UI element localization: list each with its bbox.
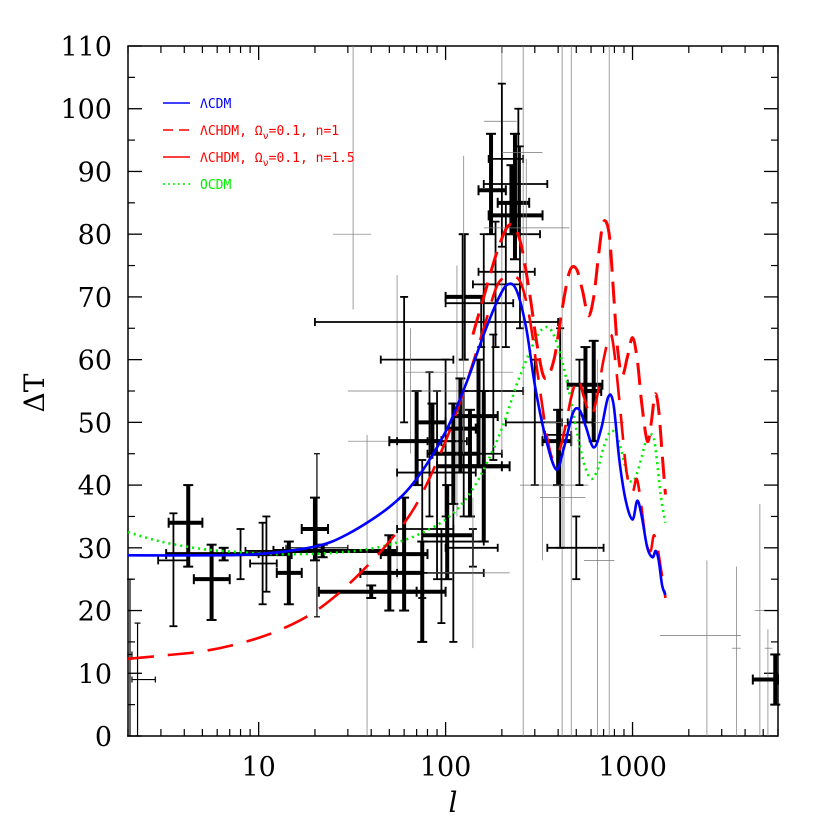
error-bar: [396, 528, 485, 624]
y-tick-label: 70: [78, 283, 112, 314]
series-line: [471, 219, 667, 495]
error-bar: [483, 46, 517, 454]
error-bar: [157, 512, 190, 628]
error-bar: [131, 622, 156, 737]
error-bar: [546, 515, 605, 581]
error-bar: [659, 560, 741, 736]
error-bar: [192, 543, 231, 621]
error-bar: [487, 82, 525, 248]
error-bar: [426, 390, 503, 518]
error-bar: [764, 629, 773, 736]
error-bar: [754, 503, 765, 736]
error-bar: [403, 540, 447, 643]
error-bar: [501, 46, 543, 736]
y-tick-label: 10: [78, 659, 112, 690]
legend-entry: ΛCDM: [163, 97, 231, 112]
error-bar: [540, 447, 586, 548]
error-bar: [544, 46, 580, 736]
y-tick-label: 30: [78, 534, 112, 565]
y-axis-title: ΔT: [18, 373, 51, 412]
error-bar: [415, 402, 447, 455]
y-tick-label: 20: [78, 597, 112, 628]
error-bar: [379, 296, 455, 424]
series-line: [127, 325, 667, 556]
error-bar: [459, 390, 511, 543]
error-bar: [751, 653, 781, 706]
legend-label: ΛCHDM, Ων=0.1, n=1.5: [200, 151, 355, 169]
error-bar: [487, 132, 544, 261]
legend-entry: ΛCHDM, Ων=0.1, n=1: [163, 124, 339, 142]
legend-entry: OCDM: [163, 178, 231, 193]
series-line: [127, 282, 667, 596]
y-tick-label: 100: [60, 95, 112, 126]
x-tick-label: 100: [420, 752, 472, 783]
x-tick-label: 1000: [598, 752, 667, 783]
y-tick-label: 110: [60, 32, 112, 63]
y-tick-label: 40: [78, 471, 112, 502]
error-bar: [593, 46, 624, 736]
error-bar: [731, 566, 741, 736]
error-bar: [249, 521, 278, 606]
legend-label: ΛCHDM, Ων=0.1, n=1: [200, 124, 339, 142]
model-curves: [127, 219, 667, 661]
y-tick-label: 0: [95, 722, 112, 753]
legend-label: OCDM: [200, 178, 231, 193]
error-bar: [333, 46, 372, 310]
y-tick-label: 80: [78, 220, 112, 251]
legend: ΛCDM ΛCHDM, Ων=0.1, n=1 ΛCHDM, Ων=0.1, n=1…: [163, 97, 355, 193]
series-line: [127, 275, 667, 661]
error-bar: [482, 107, 549, 236]
axis-ticks: 0 10 20 30 40 50 60 70 80 90 100 110 10 100 1000: [60, 32, 779, 783]
x-axis-title: l: [449, 786, 458, 819]
data-points: [127, 46, 781, 737]
error-bar: [427, 497, 510, 649]
y-tick-label: 60: [78, 346, 112, 377]
legend-entry: ΛCHDM, Ων=0.1, n=1.5: [163, 151, 355, 169]
x-tick-label: 10: [241, 752, 275, 783]
y-tick-label: 50: [78, 408, 112, 439]
error-bar: [404, 155, 514, 454]
y-tick-label: 90: [78, 157, 112, 188]
legend-label: ΛCDM: [200, 97, 231, 112]
error-bar: [396, 371, 462, 518]
